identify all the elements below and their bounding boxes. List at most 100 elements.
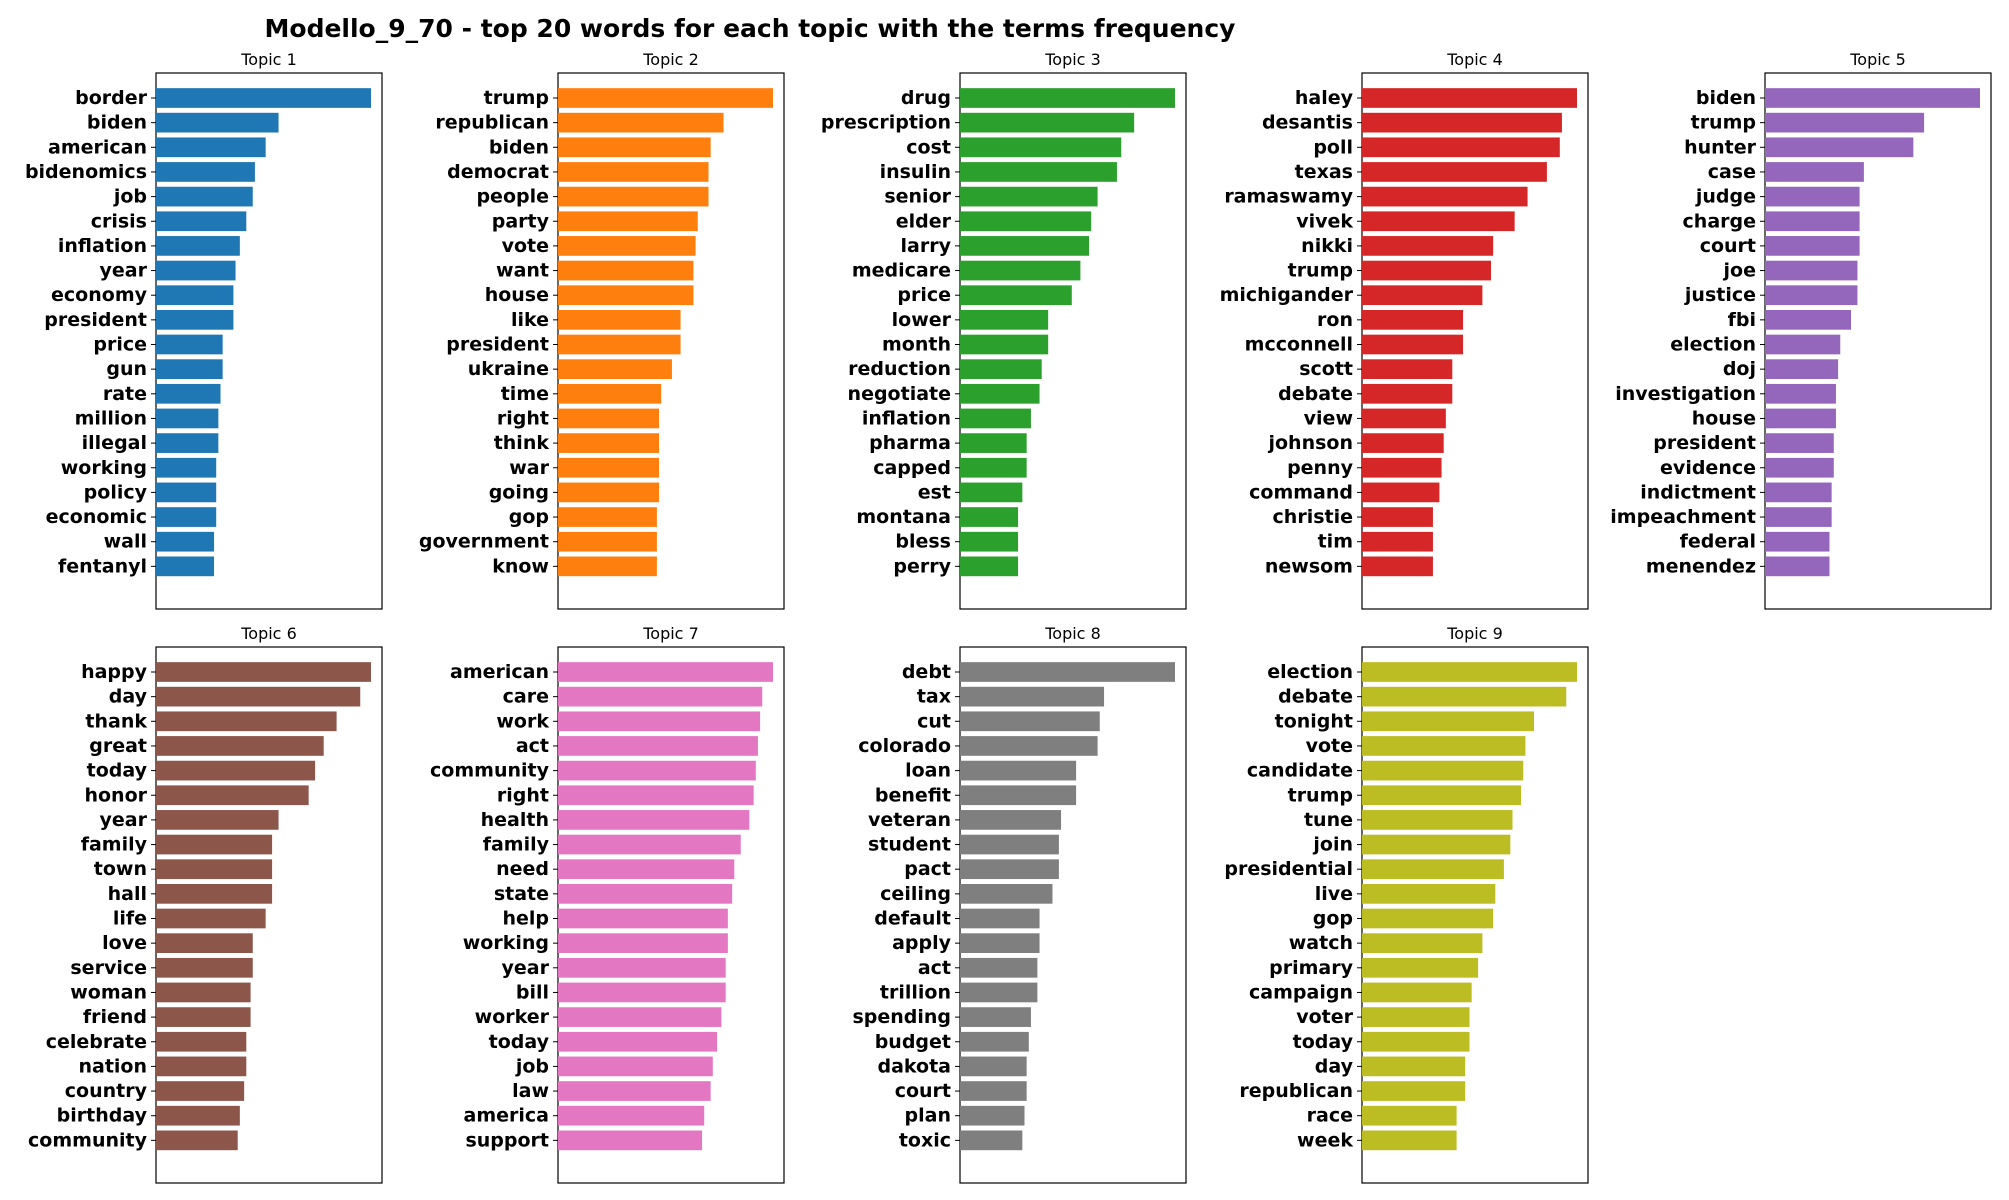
y-tick-label: presidential	[1224, 858, 1353, 880]
y-tick-label: default	[874, 908, 951, 930]
y-tick-label: need	[496, 858, 549, 880]
bar	[558, 711, 761, 732]
y-tick-label: rate	[103, 383, 147, 405]
y-tick-label: vote	[1306, 735, 1353, 757]
bar	[960, 711, 1100, 732]
bar	[960, 556, 1019, 577]
bar	[960, 834, 1059, 855]
y-tick-label: budget	[875, 1031, 951, 1053]
bar	[558, 1056, 713, 1077]
bar	[1362, 507, 1433, 527]
y-tick-label: people	[476, 186, 549, 208]
y-tick-label: community	[430, 760, 550, 782]
bar	[156, 310, 234, 330]
y-tick-label: case	[1708, 161, 1756, 183]
y-tick-label: family	[81, 834, 148, 856]
y-tick-label: drug	[901, 87, 951, 109]
y-tick-label: working	[463, 932, 549, 954]
bar	[558, 760, 756, 781]
bar	[558, 908, 728, 929]
y-tick-label: vivek	[1296, 210, 1353, 232]
y-tick-label: cost	[906, 136, 951, 158]
bar	[156, 285, 234, 306]
bar	[1362, 482, 1440, 503]
bar	[1362, 408, 1446, 429]
bar	[1362, 933, 1483, 953]
bar	[558, 507, 657, 527]
y-tick-label: fbi	[1728, 309, 1756, 331]
bar	[960, 112, 1135, 133]
bar	[558, 982, 726, 1003]
y-tick-label: larry	[901, 235, 952, 257]
bar	[558, 359, 672, 379]
y-tick-label: live	[1315, 883, 1353, 905]
bar	[156, 908, 266, 929]
bar	[1362, 531, 1433, 552]
y-tick-label: trillion	[880, 981, 951, 1003]
bar	[558, 408, 660, 429]
bar	[1362, 884, 1496, 904]
y-tick-label: support	[465, 1129, 549, 1151]
bar	[156, 662, 371, 682]
y-tick-label: american	[48, 136, 147, 158]
bar	[960, 310, 1049, 330]
y-tick-label: month	[882, 334, 951, 356]
bar	[1362, 457, 1442, 478]
y-tick-label: election	[1670, 334, 1756, 356]
y-tick-label: wall	[104, 531, 147, 553]
bar	[156, 112, 279, 133]
y-tick-label: gop	[1313, 908, 1353, 930]
bar	[156, 531, 215, 552]
y-tick-label: impeachment	[1610, 506, 1756, 528]
y-tick-label: america	[464, 1105, 549, 1127]
y-tick-label: reduction	[848, 358, 951, 380]
bar	[1362, 810, 1513, 830]
bar	[1362, 1056, 1466, 1077]
bar	[156, 359, 223, 379]
y-tick-label: justice	[1684, 284, 1756, 306]
bar	[1765, 359, 1839, 379]
y-tick-label: newsom	[1265, 555, 1353, 577]
bar	[156, 736, 324, 756]
y-tick-label: day	[1315, 1055, 1354, 1077]
y-tick-label: border	[75, 87, 148, 109]
bar	[156, 334, 223, 355]
bar	[1362, 88, 1577, 108]
y-tick-label: know	[492, 555, 549, 577]
bar	[1362, 236, 1494, 256]
y-tick-label: policy	[84, 481, 148, 503]
bar	[1362, 334, 1464, 355]
y-tick-label: friend	[83, 1006, 147, 1028]
y-tick-label: montana	[856, 506, 951, 528]
y-tick-label: illegal	[82, 432, 147, 454]
y-tick-label: hunter	[1684, 136, 1757, 158]
bar	[1362, 186, 1528, 207]
bar	[960, 810, 1062, 830]
bar	[1362, 957, 1479, 978]
bar	[1362, 1105, 1457, 1126]
bar	[960, 1031, 1029, 1052]
y-tick-label: poll	[1313, 136, 1353, 158]
bar	[156, 383, 221, 404]
bar	[960, 1081, 1027, 1101]
bar	[558, 556, 657, 577]
y-tick-label: texas	[1295, 161, 1353, 183]
y-tick-label: doj	[1723, 358, 1756, 380]
bar	[960, 662, 1175, 682]
figure-title: Modello_9_70 - top 20 words for each top…	[264, 14, 1236, 43]
y-tick-label: right	[497, 407, 549, 429]
y-tick-label: act	[516, 735, 549, 757]
chart-title: Topic 2	[642, 50, 699, 69]
bar	[960, 334, 1049, 355]
y-tick-label: president	[1653, 432, 1756, 454]
bar	[1362, 137, 1560, 158]
bar	[156, 982, 251, 1003]
bar	[960, 760, 1077, 781]
y-tick-label: democrat	[447, 161, 549, 183]
y-tick-label: ramaswamy	[1224, 186, 1353, 208]
bar	[156, 686, 361, 707]
bar	[558, 884, 733, 904]
